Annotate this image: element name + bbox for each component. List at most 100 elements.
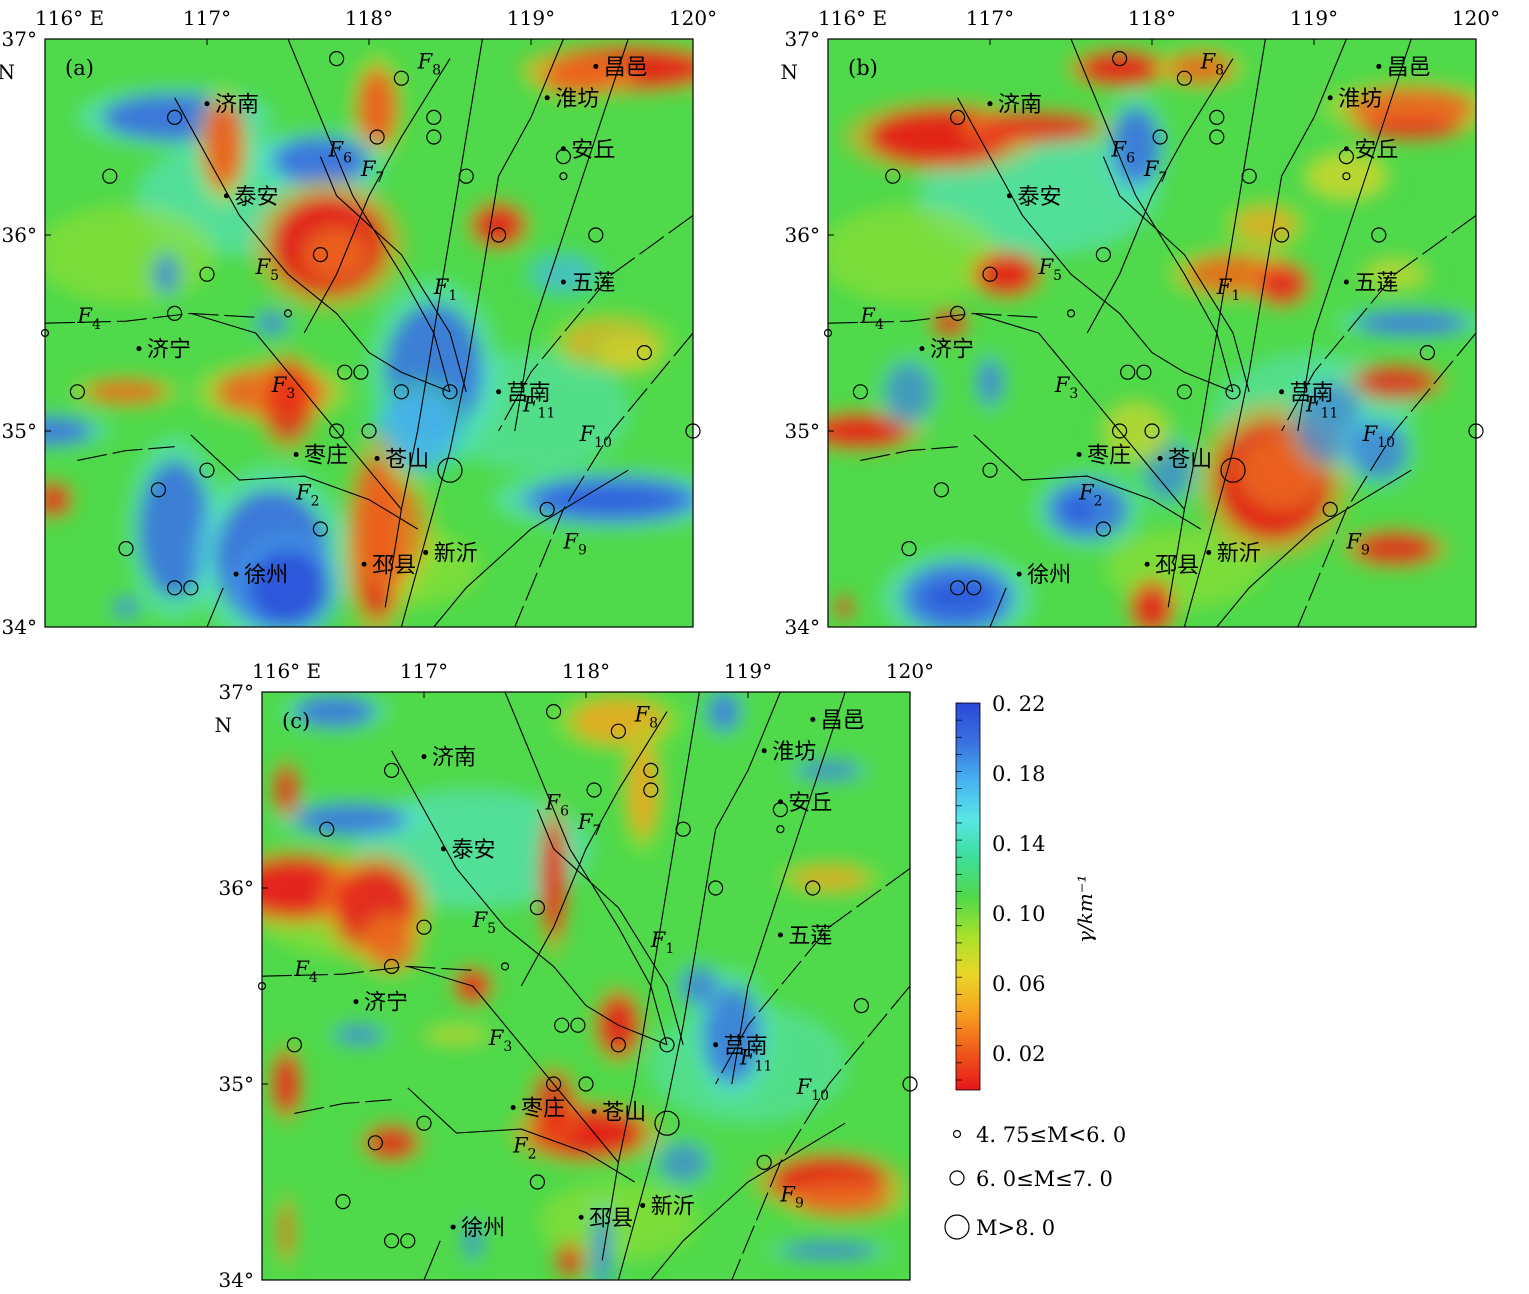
city-label: 莒南: [507, 381, 551, 406]
city-label: 新沂: [1217, 542, 1261, 567]
anomaly-field: [262, 692, 910, 1280]
anomaly-blob: [626, 741, 659, 839]
colorbar-tick-label: 0. 02: [992, 1042, 1045, 1066]
fault-line: [391, 750, 668, 1046]
city-dot: [1327, 95, 1333, 101]
fault-line: [957, 97, 1234, 393]
anomaly-blob: [312, 235, 361, 275]
earthquake-marker: [1419, 345, 1436, 361]
earthquake-marker: [384, 762, 400, 779]
fault-line: [294, 1099, 392, 1114]
fault-line: [1086, 58, 1234, 334]
fault-line: [860, 446, 958, 461]
earthquake-marker: [933, 482, 950, 498]
anomaly-blob: [539, 62, 621, 94]
fault-line: [514, 39, 629, 432]
anomaly-blob: [113, 597, 139, 618]
city-dot: [1006, 193, 1012, 199]
earthquake-marker: [636, 345, 653, 361]
earthquake-marker: [1152, 129, 1168, 145]
fault-line: [190, 312, 402, 510]
city-label: 新沂: [434, 542, 478, 567]
city-label: 济宁: [147, 338, 191, 363]
city-label: 邳县: [372, 553, 416, 578]
city-dot: [421, 754, 427, 760]
city-label: 邳县: [1155, 553, 1199, 578]
city-dot: [361, 561, 367, 567]
city-label: 济宁: [364, 991, 408, 1016]
earthquake-marker: [150, 482, 166, 498]
city-label: 徐州: [1027, 563, 1071, 588]
earthquake-marker: [966, 580, 982, 596]
anomaly-blob: [367, 1127, 416, 1159]
earthquake-marker: [167, 580, 183, 596]
anomaly-blob: [153, 254, 180, 294]
anomaly-blob: [1349, 421, 1408, 480]
anomaly-blob: [796, 760, 862, 781]
city-label: 苍山: [385, 447, 429, 472]
anomaly-blob: [796, 1185, 894, 1218]
legend-text: 6. 0≤M≤7. 0: [976, 1167, 1113, 1191]
city-dot: [761, 748, 767, 754]
city-label: 泰安: [451, 838, 495, 863]
earthquake-marker: [312, 521, 328, 537]
anomaly-blob: [1059, 493, 1099, 526]
city-label: 枣庄: [1087, 444, 1131, 469]
earthquake-marker: [1371, 227, 1387, 243]
fault-line: [287, 39, 451, 392]
earthquake-marker: [337, 364, 353, 380]
earthquake-marker: [1176, 384, 1193, 400]
earthquake-marker: [1273, 227, 1290, 243]
lat-tick-label: 36°: [219, 876, 254, 900]
earthquake-marker: [491, 227, 507, 243]
lat-unit-label: N: [781, 60, 799, 84]
fault-line: [423, 1240, 441, 1280]
fault-line: [828, 312, 1039, 324]
city-dot: [1016, 571, 1022, 577]
fault-line: [973, 312, 1185, 510]
anomaly-blob: [538, 1181, 699, 1262]
legend-marker-small: [952, 1129, 962, 1139]
colorbar-tick-label: 0. 06: [992, 972, 1045, 996]
anomaly-blob: [367, 923, 416, 971]
lon-tick-label: 120°: [669, 6, 717, 30]
fault-line: [973, 434, 1201, 530]
anomaly-blob: [294, 695, 376, 728]
anomaly-blob: [836, 597, 853, 618]
earthquake-marker: [416, 1115, 432, 1131]
earthquake-marker: [329, 50, 345, 67]
city-dot: [1206, 550, 1212, 556]
earthquake-marker: [1225, 384, 1241, 400]
anomaly-blob: [271, 137, 369, 185]
city-label: 安丘: [788, 791, 832, 816]
fault-line: [1183, 39, 1347, 627]
city-label: 济南: [432, 746, 476, 771]
colorbar-ramp: [955, 702, 981, 1091]
city-dot: [136, 346, 142, 352]
city-dot: [1144, 561, 1150, 567]
city-label: 徐州: [461, 1216, 505, 1241]
colorbar: 0. 22 0. 18 0. 14 0. 10 0. 06 0. 02 γ/km⁻¹: [955, 692, 1097, 1091]
colorbar-tick-label: 0. 18: [992, 762, 1045, 786]
lat-unit-label: N: [215, 713, 233, 737]
fault-line: [617, 692, 781, 1280]
city-label: 昌邑: [1387, 55, 1431, 80]
earthquake-marker: [393, 70, 409, 86]
earthquake-marker: [659, 1037, 675, 1053]
earthquake-marker: [1144, 423, 1160, 439]
earthquake-marker: [335, 1193, 351, 1210]
city-label: 安丘: [1354, 138, 1398, 163]
fault-line: [504, 692, 668, 1045]
earthquake-marker: [852, 384, 869, 400]
anomaly-blob: [1305, 152, 1387, 200]
anomaly-blob: [424, 1025, 489, 1045]
fault-line: [1102, 156, 1250, 392]
city-dot: [1376, 63, 1382, 69]
legend-marker-big: [944, 1214, 970, 1240]
earthquake-marker: [1209, 109, 1225, 126]
city-dot: [1076, 452, 1082, 458]
earthquake-marker: [529, 1174, 546, 1190]
anomaly-blob: [45, 417, 94, 445]
anomaly-blob: [138, 460, 211, 598]
anomaly-blob: [255, 311, 288, 335]
